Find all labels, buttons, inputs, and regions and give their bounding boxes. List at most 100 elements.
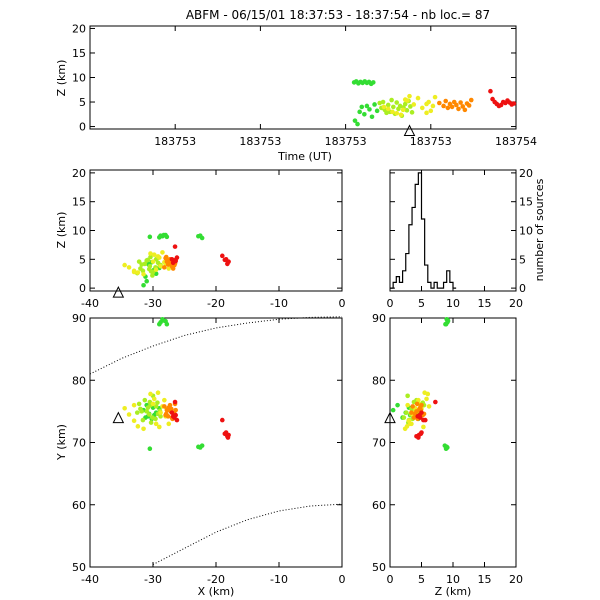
source-point [445, 318, 451, 323]
source-point [408, 104, 413, 109]
histogram-x-tick-label: 5 [418, 297, 425, 310]
source-point [424, 396, 429, 402]
plan-x-tick-label: -20 [207, 573, 225, 586]
histogram-x-tick-label: 20 [509, 297, 523, 310]
source-point [174, 255, 180, 260]
source-point [150, 415, 155, 420]
z-y-y-tick-label: 50 [372, 561, 386, 574]
x-z-x-tick-label: -10 [270, 297, 288, 310]
time-height-panel: Time (UT) Z (km) 183753 183753 183753 18375… [55, 22, 537, 163]
source-point [421, 417, 426, 423]
source-point [462, 107, 468, 113]
source-point [355, 121, 360, 127]
source-point [443, 321, 449, 327]
plan-x-tick-label: 0 [339, 573, 346, 586]
time-height-x-tick-label: 183753 [410, 135, 452, 148]
source-point [144, 409, 149, 414]
x-z-ylabel: Z (km) [55, 212, 68, 249]
source-point [150, 273, 155, 278]
source-point [359, 104, 365, 110]
time-height-y-tick-label: 15 [72, 47, 86, 60]
source-point [122, 262, 127, 268]
source-point [225, 435, 231, 440]
x-z-panel: Z (km) -40 -30 -20 -10 0 0 5 10 15 20 [55, 167, 346, 310]
x-z-x-tick-label: -40 [81, 297, 99, 310]
source-point [380, 99, 386, 105]
histogram-y-tick-label: 5 [519, 253, 526, 266]
plan-view-ylabel: Y (km) [55, 424, 68, 461]
source-point [364, 103, 370, 109]
source-point [369, 114, 375, 120]
x-z-y-tick-label: 5 [79, 253, 86, 266]
source-point [405, 98, 410, 103]
source-point [150, 401, 156, 407]
source-point [166, 421, 172, 427]
plan-x-tick-label: -30 [144, 573, 162, 586]
plan-view-frame [89, 317, 343, 568]
source-point [367, 107, 372, 112]
source-point [404, 410, 409, 415]
source-point [432, 94, 438, 100]
source-point [148, 251, 153, 256]
z-y-x-tick-label: 15 [478, 573, 492, 586]
histogram-panel: number of sources 0 5 10 15 20 0 5 10 15 20 [387, 167, 547, 310]
source-point [170, 266, 176, 271]
z-y-y-tick-label: 90 [372, 312, 386, 325]
time-height-ylabel: Z (km) [55, 60, 68, 97]
plan-y-tick-label: 90 [72, 312, 86, 325]
source-point [357, 109, 362, 115]
source-point [416, 435, 421, 440]
time-height-y-tick-label: 10 [72, 72, 86, 85]
histogram-step-line [390, 172, 457, 289]
histogram-y-tick-label: 10 [519, 225, 533, 238]
station-marker [112, 286, 125, 298]
source-point [404, 108, 410, 113]
source-point [161, 318, 167, 323]
source-point [135, 270, 141, 275]
source-point [374, 108, 380, 114]
x-z-x-tick-label: -30 [144, 297, 162, 310]
source-point [456, 106, 461, 112]
source-point [428, 108, 434, 114]
source-point [172, 244, 178, 249]
x-z-y-tick-label: 0 [79, 282, 86, 295]
source-point [148, 269, 154, 274]
source-point [460, 104, 466, 109]
source-point [421, 424, 426, 430]
source-point [158, 414, 163, 419]
source-point [430, 103, 436, 109]
source-point [409, 410, 414, 415]
source-point [402, 426, 408, 432]
source-point [391, 104, 396, 110]
source-point [466, 103, 472, 108]
source-point [134, 410, 140, 415]
source-point [150, 259, 156, 264]
source-point [153, 404, 159, 409]
source-point [225, 259, 231, 265]
source-point [385, 102, 391, 108]
plan-y-tick-label: 50 [72, 561, 86, 574]
x-z-y-tick-label: 20 [72, 167, 86, 180]
source-point [145, 257, 151, 263]
station-marker [384, 411, 396, 424]
source-point [401, 415, 407, 420]
source-point [425, 391, 431, 397]
source-point [174, 417, 180, 423]
source-point [139, 409, 144, 414]
source-point [424, 110, 429, 116]
time-height-x-tick-label: 183754 [495, 135, 537, 148]
z-y-xlabel: Z (km) [435, 585, 472, 598]
source-point [145, 405, 151, 410]
source-point [147, 234, 153, 240]
source-point [511, 101, 517, 106]
source-point [158, 410, 163, 415]
source-point [131, 269, 137, 275]
figure-title: ABFM - 06/15/01 18:37:53 - 18:37:54 - nb… [186, 8, 490, 22]
source-point [199, 443, 205, 448]
range-outline-south [152, 503, 343, 565]
source-point [426, 99, 431, 105]
histogram-x-tick-label: 0 [387, 297, 394, 310]
z-y-y-tick-label: 80 [372, 374, 386, 387]
histogram-y-tick-label: 0 [519, 282, 526, 295]
